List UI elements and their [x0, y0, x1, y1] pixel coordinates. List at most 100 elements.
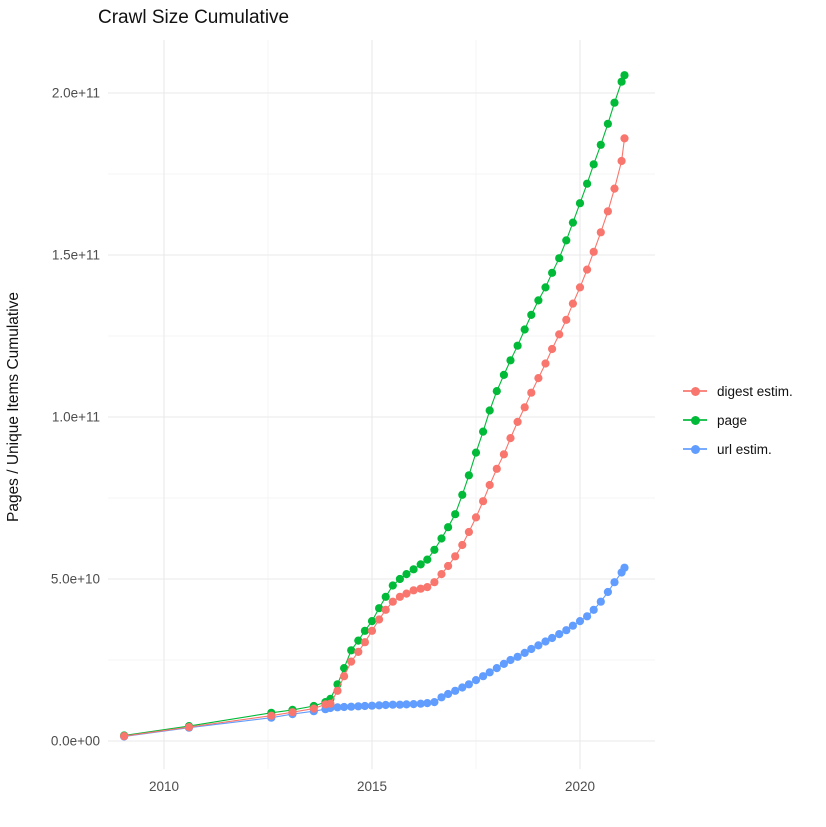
data-point-digest-estim — [513, 417, 522, 426]
data-point-digest-estim — [555, 330, 564, 339]
data-point-page — [620, 71, 629, 80]
data-point-digest-estim — [479, 497, 488, 506]
data-point-digest-estim — [534, 374, 543, 383]
data-point-page — [444, 523, 453, 532]
data-point-page — [596, 140, 605, 149]
data-point-digest-estim — [409, 586, 418, 595]
data-point-page — [603, 119, 613, 128]
data-point-digest-estim — [458, 540, 467, 550]
data-point-url-estim — [430, 698, 439, 707]
data-point-page — [458, 490, 467, 499]
y-tick-label: 1.5e+11 — [52, 248, 100, 263]
data-point-page — [409, 565, 418, 574]
data-point-digest-estim — [288, 708, 297, 717]
data-point-url-estim — [388, 700, 397, 709]
data-point-page — [381, 592, 390, 601]
data-point-digest-estim — [354, 647, 363, 657]
data-point-url-estim — [589, 605, 598, 614]
data-point-digest-estim — [562, 315, 571, 324]
data-point-url-estim — [583, 612, 592, 621]
data-point-url-estim — [381, 700, 390, 710]
data-point-page — [492, 387, 501, 396]
data-point-digest-estim — [347, 657, 356, 666]
data-point-url-estim — [416, 699, 425, 708]
data-point-url-estim — [492, 664, 501, 673]
series-url-estim — [120, 563, 629, 741]
y-axis-tick-labels: 0.0e+00 5.0e+10 1.0e+11 1.5e+11 2.0e+11 — [51, 86, 100, 749]
data-point-url-estim — [437, 693, 446, 702]
data-point-url-estim — [575, 617, 585, 626]
data-point-url-estim — [464, 680, 473, 689]
data-point-url-estim — [568, 621, 578, 630]
legend-label: digest estim. — [717, 383, 793, 399]
data-point-url-estim — [485, 668, 494, 677]
legend: digest estim. page url estim. — [683, 381, 793, 468]
data-point-digest-estim — [120, 732, 129, 741]
data-point-page — [430, 545, 439, 554]
data-point-digest-estim — [471, 513, 481, 522]
chart-title: Crawl Size Cumulative — [98, 7, 290, 28]
legend-label: url estim. — [717, 441, 772, 457]
data-point-url-estim — [354, 702, 363, 711]
series-digest-estim — [120, 134, 629, 741]
y-tick-label: 5.0e+10 — [51, 572, 100, 587]
data-point-digest-estim — [437, 570, 446, 579]
data-point-digest-estim — [326, 699, 335, 708]
x-tick-label: 2020 — [565, 779, 595, 794]
data-point-digest-estim — [375, 615, 384, 624]
data-point-page — [617, 77, 626, 86]
data-point-url-estim — [402, 700, 411, 709]
data-point-page — [534, 296, 543, 305]
data-point-url-estim — [603, 587, 613, 597]
data-point-url-estim — [340, 702, 349, 712]
data-point-page — [548, 268, 557, 277]
data-point-page — [437, 534, 446, 543]
url-estim-key-icon — [683, 439, 707, 459]
data-point-digest-estim — [617, 156, 626, 166]
digest-estim-key-icon — [683, 381, 707, 401]
data-point-digest-estim — [381, 605, 390, 614]
data-point-page — [583, 179, 592, 188]
data-point-url-estim — [451, 686, 460, 695]
data-point-digest-estim — [388, 597, 397, 606]
data-point-digest-estim — [360, 638, 369, 647]
data-point-page — [562, 236, 571, 245]
data-point-url-estim — [375, 701, 384, 710]
data-point-page — [555, 254, 564, 263]
data-point-page — [589, 160, 598, 169]
data-point-page — [610, 98, 619, 107]
gridlines-minor — [108, 40, 655, 769]
data-point-url-estim — [534, 641, 543, 650]
data-point-digest-estim — [610, 184, 619, 193]
data-point-digest-estim — [416, 584, 425, 593]
data-point-digest-estim — [620, 134, 629, 143]
data-point-digest-estim — [309, 704, 318, 713]
data-point-url-estim — [506, 655, 515, 665]
data-point-page — [568, 218, 578, 227]
data-point-url-estim — [479, 672, 488, 681]
data-point-digest-estim — [527, 388, 536, 397]
legend-item-url-estim: url estim. — [683, 439, 793, 459]
data-point-page — [388, 581, 397, 590]
legend-item-digest-estim: digest estim. — [683, 381, 793, 401]
data-point-page — [395, 574, 404, 584]
data-point-url-estim — [596, 597, 605, 606]
data-point-url-estim — [541, 637, 550, 646]
data-point-url-estim — [527, 644, 536, 654]
data-point-url-estim — [610, 578, 619, 587]
legend-label: page — [717, 412, 748, 428]
data-point-digest-estim — [444, 561, 453, 571]
data-point-digest-estim — [541, 359, 550, 368]
data-point-digest-estim — [367, 626, 377, 635]
data-point-digest-estim — [430, 578, 439, 587]
data-point-url-estim — [548, 633, 557, 643]
data-point-digest-estim — [395, 592, 404, 601]
data-point-url-estim — [409, 700, 418, 709]
data-point-page — [340, 664, 349, 673]
data-point-url-estim — [620, 563, 629, 572]
data-point-digest-estim — [333, 686, 342, 695]
data-point-digest-estim — [485, 480, 494, 490]
data-point-digest-estim — [499, 450, 508, 459]
data-point-page — [416, 560, 425, 569]
